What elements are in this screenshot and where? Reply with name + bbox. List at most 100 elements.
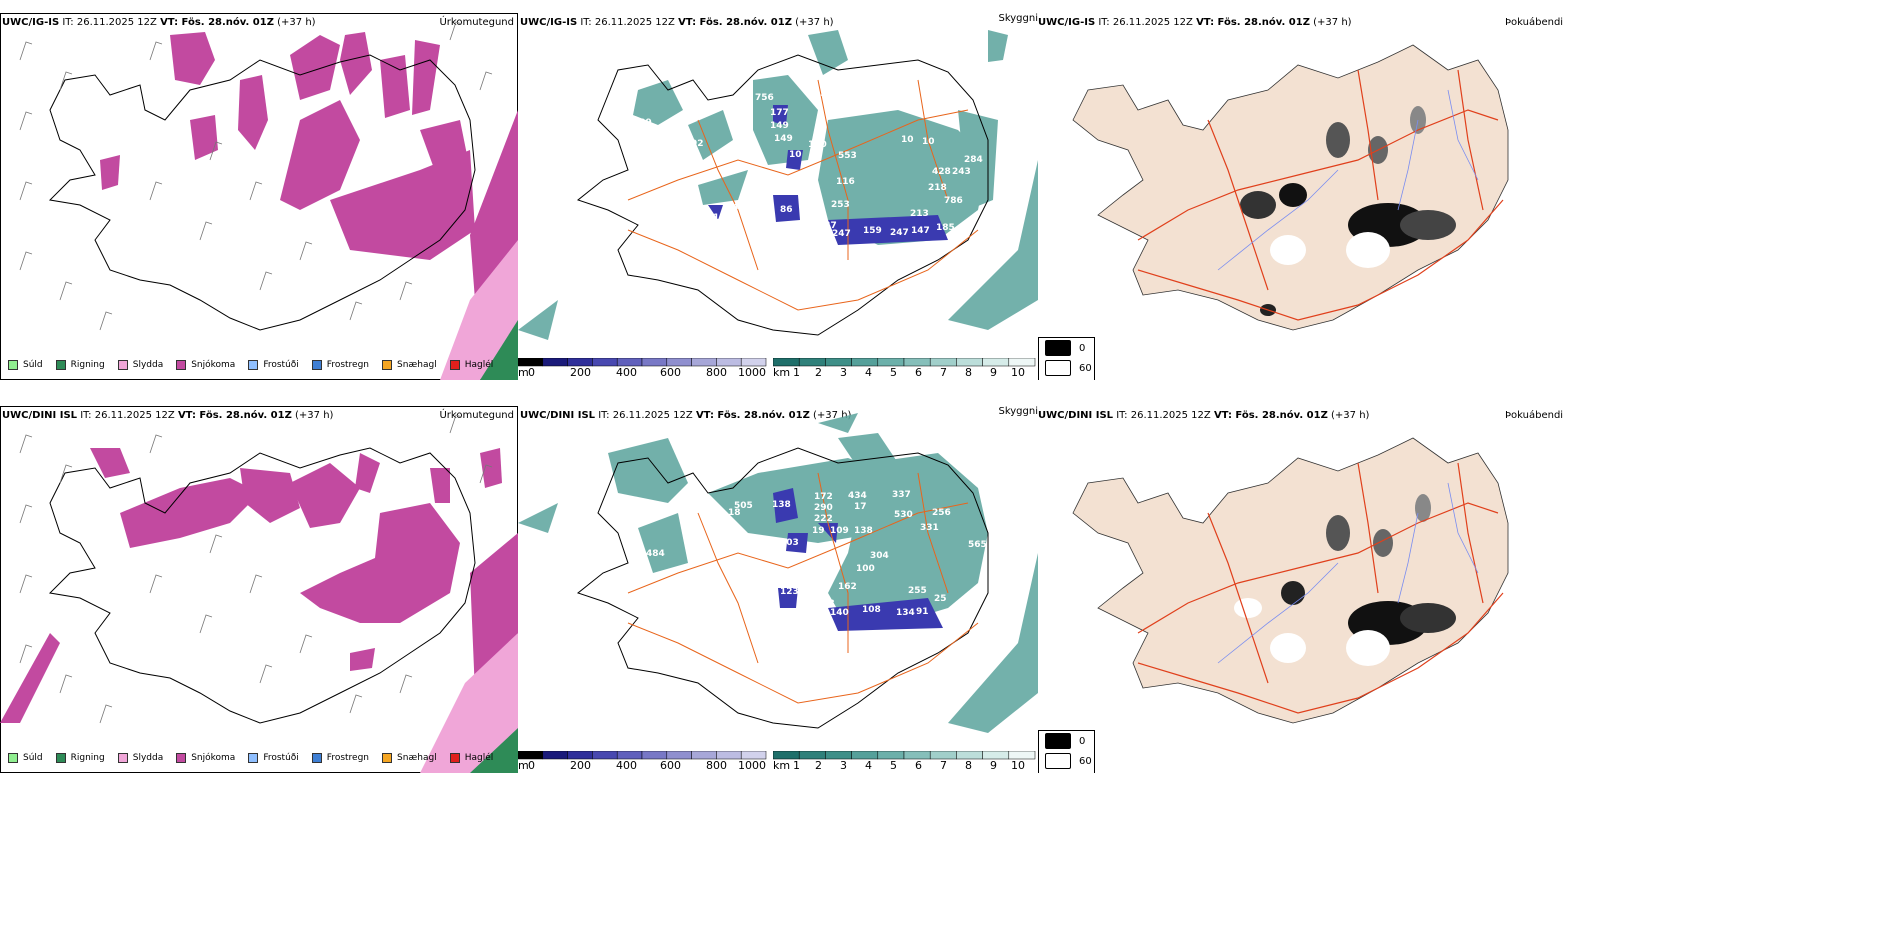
legend-item-haglel: Haglél <box>449 753 493 763</box>
precip-map-top <box>19 21 518 380</box>
cloud-base-label: 149 <box>770 121 789 131</box>
cloud-base-label: 185 <box>936 223 955 233</box>
colorbar-swatch <box>877 358 905 367</box>
colorbar-tick: 800 <box>706 759 727 772</box>
precip-legend: Súld Rigning Slydda Snjókoma Frostúði Fr… <box>8 360 506 370</box>
colorbar-swatch <box>616 751 643 760</box>
coastline <box>48 54 476 331</box>
cloud-base-label: 786 <box>944 196 963 206</box>
colorbar-swatch <box>877 751 905 760</box>
panel-header: UWC/IG-IS IT: 26.11.2025 12Z VT: Fös. 28… <box>1038 17 1352 28</box>
low-visibility-areas <box>518 413 1038 733</box>
cloud-base-label: 255 <box>908 586 927 596</box>
fog-legend-item: 0 <box>1045 338 1094 358</box>
visibility-colorbar-swatches <box>773 358 1036 367</box>
roads <box>1137 462 1504 714</box>
fog-map-bottom <box>1072 437 1509 724</box>
cloud-base-label: 484 <box>646 549 665 559</box>
colorbar-unit: m <box>518 366 529 379</box>
cloud-base-label: 218 <box>928 183 947 193</box>
cloud-base-label: 331 <box>920 523 939 533</box>
colorbar-tick: 600 <box>660 759 681 772</box>
colorbar-swatch <box>825 358 852 367</box>
coastline <box>576 447 989 729</box>
colorbar-tick: 1 <box>793 366 800 379</box>
fog-panel-bottom: UWC/DINI ISL IT: 26.11.2025 12Z VT: Fös.… <box>1038 393 1900 773</box>
colorbar-unit: m <box>518 759 529 772</box>
roads <box>627 472 979 704</box>
cloud-base-label: 530 <box>894 510 913 520</box>
legend-item-snaehagl: Snæhagl <box>382 753 437 763</box>
cloud-base-label: 149 <box>774 134 793 144</box>
colorbar-swatch <box>567 751 593 760</box>
colorbar-swatch <box>740 751 767 760</box>
cloud-base-label: 123 <box>816 599 835 609</box>
colorbar-tick: 1000 <box>738 759 766 772</box>
panel-header: UWC/IG-IS IT: 26.11.2025 12Z VT: Fös. 28… <box>2 17 316 28</box>
cloud-base-label: 177 <box>770 108 789 118</box>
cloud-base-label: 172 <box>814 492 833 502</box>
fog-legend-item: 60 <box>1045 358 1094 378</box>
colorbar-swatch <box>641 751 668 760</box>
cloud-base-label: 92 <box>691 139 704 149</box>
visibility-map-top: 929 756 177 538 92 149 10 149 140 553 10… <box>518 30 1038 340</box>
cloud-base-label: 10 <box>922 137 935 147</box>
visibility-map-bottom: 505 138 172 434 337 290 256 222 530 484 … <box>518 413 1038 733</box>
colorbar-tick: 400 <box>616 759 637 772</box>
cloud-base-label: 553 <box>838 151 857 161</box>
legend-item-snjokoma: Snjókoma <box>176 753 235 763</box>
panel-title: Þokuábendi <box>1505 410 1564 421</box>
cloud-base-label: 162 <box>838 582 857 592</box>
land-mass <box>1072 437 1509 724</box>
legend-item-frostudi: Frostúði <box>248 753 299 763</box>
panel-title: Úrkomutegund <box>439 410 514 421</box>
fog-legend: 0 60 <box>1038 730 1095 773</box>
colorbar-tick: 1000 <box>738 366 766 379</box>
colorbar-tick: 600 <box>660 366 681 379</box>
colorbar-swatch <box>716 358 742 367</box>
colorbar-swatch <box>518 751 544 760</box>
cloud-base-label: 137 <box>818 221 837 231</box>
panel-header: UWC/DINI ISL IT: 26.11.2025 12Z VT: Fös.… <box>1038 410 1370 421</box>
colorbar-swatch <box>592 358 618 367</box>
wind-barbs <box>19 414 493 724</box>
colorbar-swatch <box>798 751 826 760</box>
legend-item-snjokoma: Snjókoma <box>176 360 235 370</box>
colorbar-swatch <box>903 751 931 760</box>
legend-item-rigning: Rigning <box>55 753 105 763</box>
colorbar-tick: 200 <box>570 759 591 772</box>
colorbar-swatch <box>773 751 800 760</box>
colorbar-unit: km <box>773 366 791 379</box>
cloud-base-label: 428 <box>932 167 951 177</box>
colorbar-swatch <box>616 358 643 367</box>
cloud-base-colorbar-swatches <box>518 751 767 760</box>
colorbar-tick: 4 <box>865 759 872 772</box>
cloud-base-label: 337 <box>892 490 911 500</box>
cloud-base-label: 222 <box>814 514 833 524</box>
cloud-base-colorbar: m 0 200 400 600 800 1000 <box>518 356 768 379</box>
cloud-base-label: 140 <box>830 608 849 618</box>
low-cloud-base-areas <box>708 105 948 245</box>
colorbar-swatch <box>773 358 800 367</box>
colorbar-tick: 10 <box>1011 759 1025 772</box>
cloud-base-label: 159 <box>863 226 882 236</box>
colorbar-swatch <box>691 751 717 760</box>
cloud-base-label: 108 <box>862 605 881 615</box>
colorbar-swatch <box>567 358 593 367</box>
legend-item-frostudi: Frostúði <box>248 360 299 370</box>
colorbar-tick: 9 <box>990 759 997 772</box>
cloud-base-label: 10 <box>901 135 914 145</box>
colorbar-swatch <box>851 358 879 367</box>
cloud-base-label: 505 <box>734 501 753 511</box>
sleet-areas <box>440 240 518 380</box>
cloud-base-label: 116 <box>836 177 855 187</box>
legend-item-frostregn: Frostregn <box>311 360 369 370</box>
cloud-base-label: 434 <box>848 491 867 501</box>
colorbar-tick: 400 <box>616 366 637 379</box>
roads <box>1137 69 1504 321</box>
wind-barbs <box>19 21 493 331</box>
visibility-colorbar-swatches <box>773 751 1036 760</box>
legend-item-slydda: Slydda <box>117 360 163 370</box>
rivers <box>1217 482 1479 664</box>
panel-title: Þokuábendi <box>1505 17 1564 28</box>
